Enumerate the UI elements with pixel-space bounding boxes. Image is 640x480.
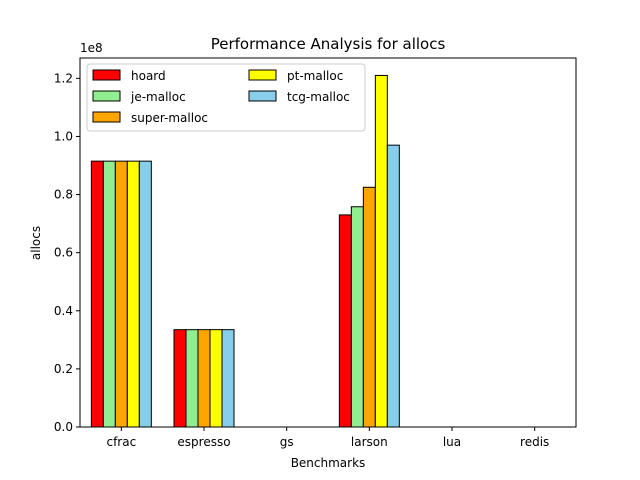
x-tick-label-lua: lua xyxy=(443,435,461,449)
y-tick-label: 1.2 xyxy=(54,71,73,85)
y-axis-label: allocs xyxy=(29,226,43,260)
bar-tcg-malloc-larson xyxy=(386,144,400,428)
bar-je-malloc-espresso xyxy=(185,329,199,428)
legend-swatch-tcg-malloc xyxy=(248,90,277,102)
y-scale-label: 1e8 xyxy=(80,41,103,55)
x-tick-label-espresso: espresso xyxy=(177,435,230,449)
x-tick-label-redis: redis xyxy=(520,435,549,449)
bar-super-malloc-larson xyxy=(362,186,376,428)
bar-tcg-malloc-cfrac xyxy=(138,160,152,428)
bar-tcg-malloc-espresso xyxy=(221,329,235,428)
legend-label-tcg-malloc: tcg-malloc xyxy=(287,90,350,104)
bar-hoard-espresso xyxy=(173,329,187,428)
bar-je-malloc-larson xyxy=(350,206,364,428)
legend: hoard je-malloc super-malloc pt-malloc tcg-m… xyxy=(86,63,366,132)
bar-hoard-cfrac xyxy=(90,160,104,428)
bar-super-malloc-espresso xyxy=(197,329,211,428)
legend-label-hoard: hoard xyxy=(131,69,166,83)
legend-label-super-malloc: super-malloc xyxy=(131,111,208,125)
x-axis-label: Benchmarks xyxy=(291,456,366,470)
y-tick-label: 0.8 xyxy=(54,188,73,202)
plot-frame xyxy=(79,57,577,428)
legend-box xyxy=(86,63,366,132)
bar-pt-malloc-cfrac xyxy=(126,160,140,428)
legend-swatch-je-malloc xyxy=(92,90,121,102)
legend-swatch-super-malloc xyxy=(92,111,121,123)
legend-label-je-malloc: je-malloc xyxy=(130,90,186,104)
bar-hoard-larson xyxy=(338,214,352,428)
y-tick-label: 0.4 xyxy=(54,304,73,318)
bar-super-malloc-cfrac xyxy=(114,160,128,428)
bar-pt-malloc-espresso xyxy=(209,329,223,428)
legend-label-pt-malloc: pt-malloc xyxy=(287,69,343,83)
y-tick-label: 1.0 xyxy=(54,129,73,143)
x-tick-label-gs: gs xyxy=(280,435,294,449)
legend-swatch-pt-malloc xyxy=(248,69,277,81)
axes-layer: 0.0 0.2 0.4 0.6 0.8 1.0 1.2 cfrac espresso gs lars… xyxy=(54,57,577,449)
chart-title: Performance Analysis for allocs xyxy=(211,35,446,53)
y-tick-label: 0.6 xyxy=(54,246,73,260)
x-tick-label-larson: larson xyxy=(351,435,388,449)
y-tick-label: 0.0 xyxy=(54,420,73,434)
bar-je-malloc-cfrac xyxy=(102,160,116,428)
legend-swatch-hoard xyxy=(92,69,121,81)
x-tick-label-cfrac: cfrac xyxy=(106,435,136,449)
y-tick-label: 0.2 xyxy=(54,362,73,376)
bar-pt-malloc-larson xyxy=(374,74,388,428)
